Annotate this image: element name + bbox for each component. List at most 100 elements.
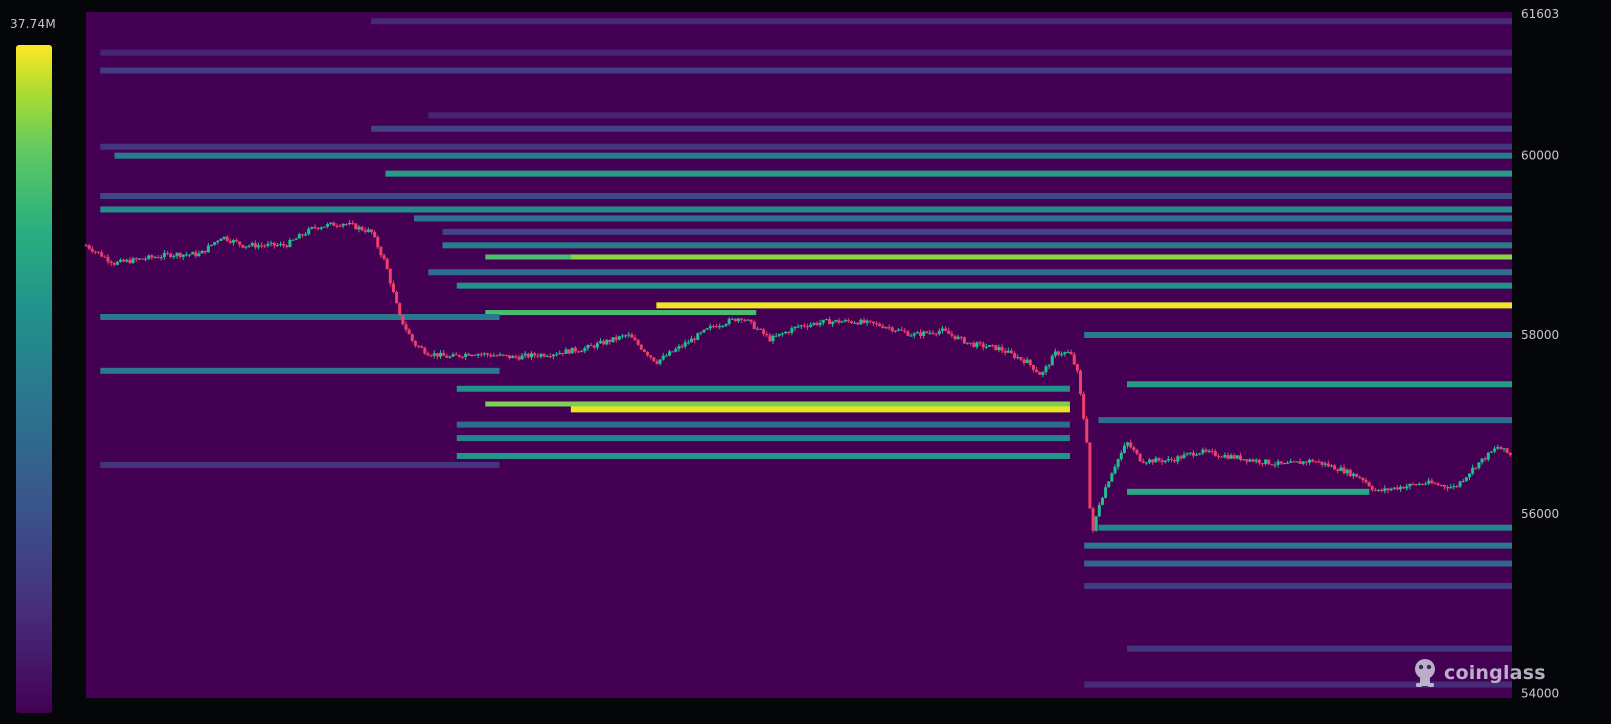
candle-body <box>802 325 806 327</box>
candle-body <box>517 357 521 360</box>
candle-body <box>947 330 951 334</box>
candle-body <box>134 258 138 260</box>
candle-body <box>1135 450 1139 454</box>
candle-body <box>479 354 483 356</box>
candle-body <box>997 347 1001 351</box>
candle-body <box>1304 461 1308 463</box>
candle-body <box>203 250 207 253</box>
candle-body <box>366 229 370 232</box>
candle-body <box>520 355 524 360</box>
candle-body <box>316 227 320 230</box>
liquidity-band <box>371 18 1513 25</box>
candle-body <box>821 319 825 323</box>
candle-body <box>489 354 493 357</box>
candle-body <box>711 326 715 328</box>
candle-body <box>1461 480 1465 482</box>
candle-body <box>1333 465 1337 470</box>
candle-body <box>473 354 477 356</box>
candle-body <box>498 354 502 356</box>
candle-body <box>90 248 94 252</box>
candle-body <box>241 244 245 248</box>
candle-body <box>959 336 963 338</box>
candle-body <box>755 328 759 330</box>
candle-body <box>216 240 220 243</box>
candle-body <box>1100 497 1104 505</box>
candle-body <box>1427 480 1431 484</box>
liquidity-bands <box>100 18 1513 688</box>
candle-body <box>674 348 678 352</box>
candle-body <box>765 334 769 336</box>
liquidity-band <box>114 152 1512 159</box>
candle-body <box>1220 456 1224 458</box>
candle-body <box>733 318 737 322</box>
candle-body <box>369 229 373 233</box>
candle-body <box>815 323 819 325</box>
candle-body <box>1116 459 1120 467</box>
candle-body <box>721 325 725 327</box>
liquidity-band <box>371 125 1513 132</box>
candle-body <box>231 240 235 243</box>
price-axis: 61603 60000 58000 56000 54000 <box>1521 7 1559 701</box>
candle-body <box>373 232 377 237</box>
candle-body <box>1433 483 1437 485</box>
candle-body <box>470 354 474 356</box>
candle-body <box>693 338 697 341</box>
candle-body <box>1075 364 1079 371</box>
candle-body <box>279 243 283 246</box>
liquidity-band <box>428 269 1512 276</box>
candle-body <box>934 333 938 335</box>
candle-body <box>1210 450 1214 452</box>
candle-body <box>169 253 173 257</box>
candle-body <box>184 254 188 256</box>
candle-body <box>448 356 452 358</box>
coinglass-logo-icon <box>1415 659 1435 687</box>
candle-body <box>639 344 643 350</box>
candle-body <box>1185 453 1189 455</box>
candle-body <box>476 354 480 356</box>
candle-body <box>768 335 772 342</box>
candle-body <box>1173 460 1177 462</box>
candle-body <box>868 320 872 322</box>
candle-body <box>260 245 264 247</box>
candle-body <box>219 238 223 241</box>
candle-body <box>1188 452 1192 454</box>
candle-body <box>213 242 217 245</box>
candle-body <box>351 222 355 224</box>
candle-body <box>1195 454 1199 456</box>
candle-body <box>1489 451 1493 453</box>
candle-body <box>307 228 311 235</box>
candle-body <box>1408 483 1412 487</box>
candle-body <box>1260 463 1264 465</box>
candle-body <box>1066 352 1070 354</box>
brand-name: coinglass <box>1444 662 1546 684</box>
candle-body <box>1417 483 1421 485</box>
candle-body <box>950 333 954 336</box>
candle-body <box>272 242 276 246</box>
candle-body <box>1207 450 1211 452</box>
candle-body <box>238 241 242 245</box>
candle-body <box>297 234 301 239</box>
liquidity-band <box>456 452 1070 459</box>
candle-body <box>100 252 104 257</box>
candle-body <box>1063 352 1067 355</box>
candle-body <box>724 324 728 326</box>
candle-body <box>586 345 590 349</box>
candle-body <box>269 242 273 244</box>
candle-body <box>646 351 650 356</box>
liquidity-band <box>100 193 1512 200</box>
candle-body <box>1486 452 1490 460</box>
candle-body <box>385 258 389 270</box>
candle-body <box>1474 467 1478 469</box>
candle-body <box>1160 460 1164 463</box>
candle-body <box>504 355 508 357</box>
liquidity-band <box>100 49 1512 56</box>
candle-body <box>413 340 417 346</box>
candle-body <box>1471 467 1475 474</box>
candle-body <box>1483 458 1487 460</box>
candle-body <box>526 353 530 358</box>
candle-body <box>1229 455 1233 459</box>
candle-body <box>310 227 314 229</box>
candle-body <box>856 322 860 325</box>
